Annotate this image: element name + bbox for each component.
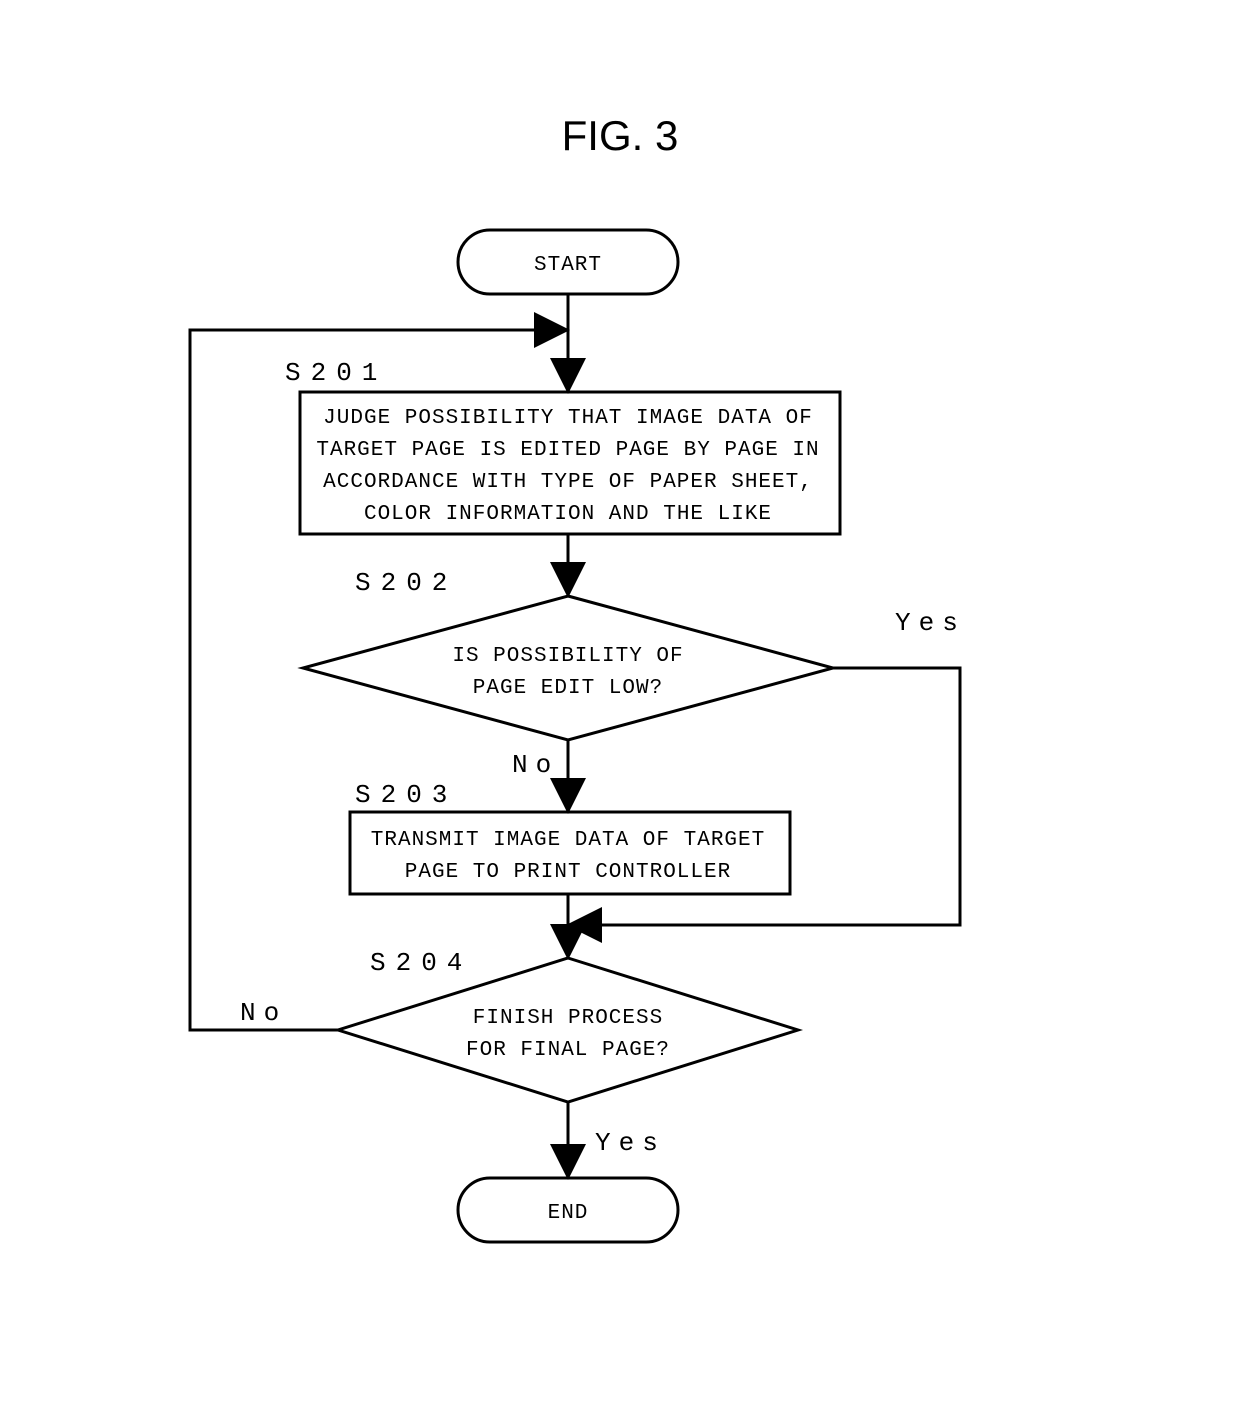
s202-line0: IS POSSIBILITY OF (452, 645, 683, 668)
s201-line3: COLOR INFORMATION AND THE LIKE (364, 503, 772, 526)
s202-yes-label: Yes (895, 608, 966, 638)
s203-line0: TRANSMIT IMAGE DATA OF TARGET (371, 829, 765, 852)
flowchart-canvas: FIG. 3 START S201 JUDGE POSSIBILITY THAT… (0, 0, 1240, 1415)
step-label-s204: S204 (370, 948, 472, 978)
s204-no-label: No (240, 998, 287, 1028)
end-label: END (548, 1202, 589, 1225)
s202-node: IS POSSIBILITY OF PAGE EDIT LOW? (303, 596, 833, 740)
step-label-s201: S201 (285, 358, 387, 388)
s201-line1: TARGET PAGE IS EDITED PAGE BY PAGE IN (316, 439, 819, 462)
s204-yes-label: Yes (595, 1128, 666, 1158)
s203-line1: PAGE TO PRINT CONTROLLER (405, 861, 731, 884)
s201-line0: JUDGE POSSIBILITY THAT IMAGE DATA OF (323, 407, 813, 430)
s203-node: TRANSMIT IMAGE DATA OF TARGET PAGE TO PR… (350, 812, 790, 894)
s202-no-label: No (512, 750, 559, 780)
s201-line2: ACCORDANCE WITH TYPE OF PAPER SHEET, (323, 471, 813, 494)
s202-line1: PAGE EDIT LOW? (473, 677, 663, 700)
edge-s202-yes-merge (572, 668, 960, 925)
s204-line1: FOR FINAL PAGE? (466, 1039, 670, 1062)
start-label: START (534, 254, 602, 277)
end-node: END (458, 1178, 678, 1242)
start-node: START (458, 230, 678, 294)
s204-node: FINISH PROCESS FOR FINAL PAGE? (338, 958, 798, 1102)
figure-title: FIG. 3 (562, 112, 679, 159)
s204-line0: FINISH PROCESS (473, 1007, 663, 1030)
step-label-s203: S203 (355, 780, 457, 810)
s201-node: JUDGE POSSIBILITY THAT IMAGE DATA OF TAR… (300, 392, 840, 534)
step-label-s202: S202 (355, 568, 457, 598)
